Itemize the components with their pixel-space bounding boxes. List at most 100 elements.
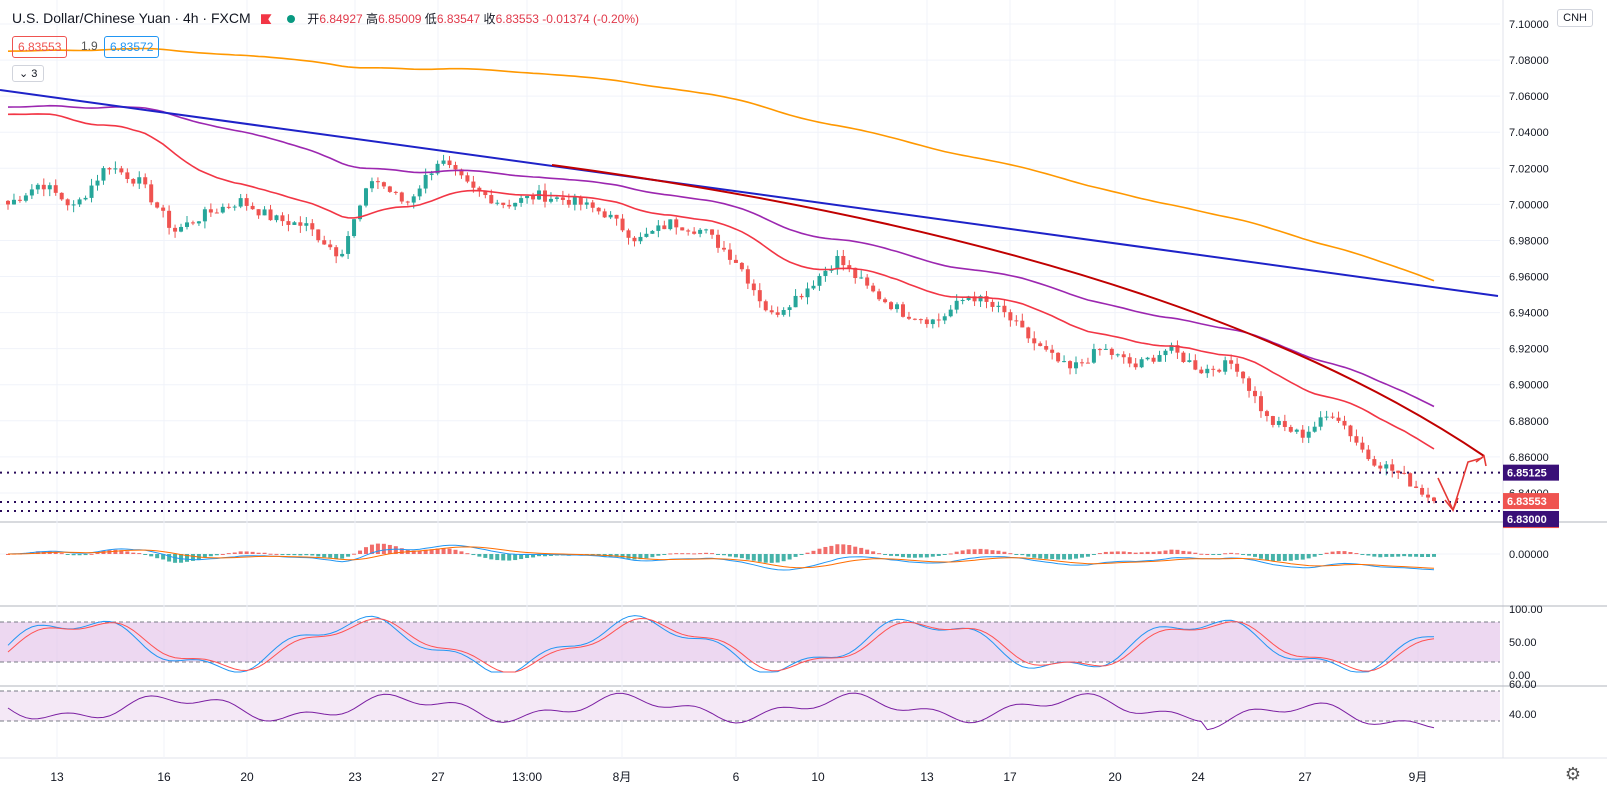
macd-histogram-bar <box>769 554 774 563</box>
flag-icon[interactable] <box>260 14 272 25</box>
candle-body <box>131 178 136 184</box>
gear-icon[interactable]: ⚙ <box>1564 764 1581 784</box>
candle-body <box>1050 349 1055 353</box>
candle-body <box>799 295 804 298</box>
rsi-band <box>0 691 1500 721</box>
candle-body <box>501 202 506 205</box>
candle-body <box>1276 421 1281 425</box>
macd-histogram-bar <box>1187 551 1192 554</box>
candle-body <box>1360 442 1365 450</box>
candle-body <box>1199 369 1204 374</box>
currency-badge[interactable]: CNH <box>1557 9 1593 27</box>
macd-histogram-bar <box>280 554 285 555</box>
candle-body <box>739 262 744 270</box>
candle-body <box>978 296 983 302</box>
time-tick-label: 6 <box>733 770 740 784</box>
candle-body <box>47 185 52 190</box>
macd-histogram-bar <box>900 554 905 558</box>
candle-body <box>1026 327 1031 339</box>
macd-histogram-bar <box>662 554 667 555</box>
candle-body <box>578 196 583 205</box>
macd-histogram-bar <box>656 554 661 556</box>
macd-histogram-bar <box>459 551 464 554</box>
macd-histogram-bar <box>918 554 923 558</box>
arrow-head-up <box>1475 454 1487 467</box>
macd-histogram-bar <box>53 551 58 554</box>
macd-histogram-bar <box>847 545 852 554</box>
macd-histogram-bar <box>1270 554 1275 562</box>
macd-histogram-bar <box>352 553 357 555</box>
macd-histogram-bar <box>119 550 124 554</box>
candle-body <box>1414 486 1419 488</box>
level-bottom-tag: 6.83000 <box>1507 514 1547 526</box>
candle-body <box>23 195 28 201</box>
macd-histogram-bar <box>250 551 255 554</box>
candle-body <box>310 223 315 230</box>
candle-body <box>823 270 828 276</box>
macd-histogram-bar <box>638 554 643 560</box>
macd-histogram-bar <box>1026 554 1031 557</box>
candle-body <box>554 197 559 199</box>
macd-histogram-bar <box>1020 554 1025 556</box>
candle-body <box>173 227 178 232</box>
candle-body <box>662 225 667 230</box>
candle-body <box>393 191 398 193</box>
macd-histogram-bar <box>1050 554 1055 560</box>
candle-body <box>238 198 243 207</box>
macd-histogram-bar <box>220 553 225 555</box>
macd-histogram-bar <box>399 548 404 554</box>
macd-histogram-bar <box>895 554 900 557</box>
macd-histogram-bar <box>1121 551 1126 554</box>
macd-histogram-bar <box>680 553 685 555</box>
candle-body <box>459 169 464 176</box>
macd-histogram-bar <box>208 554 213 557</box>
time-tick-label: 20 <box>1108 770 1122 784</box>
indicators-toggle-button[interactable]: ⌄ 3 <box>12 65 45 82</box>
candle-body <box>1342 420 1347 426</box>
level-bottom-tag-bg <box>1503 510 1559 527</box>
macd-histogram-bar <box>1300 554 1305 560</box>
candle-body <box>602 211 607 218</box>
macd-histogram-bar <box>184 554 189 562</box>
candle-body <box>984 296 989 302</box>
macd-histogram-bar <box>435 548 440 554</box>
macd-histogram-bar <box>1247 554 1252 556</box>
macd-histogram-bar <box>1062 554 1067 560</box>
macd-histogram-bar <box>1312 554 1317 557</box>
candle-body <box>161 207 166 211</box>
candle-body <box>89 185 94 198</box>
candle-body <box>757 290 762 302</box>
macd-histogram-bar <box>1390 554 1395 557</box>
candle-body <box>620 218 625 231</box>
time-tick-label: 20 <box>240 770 254 784</box>
sell-price-button[interactable]: 6.83553 <box>12 36 68 58</box>
symbol-title[interactable]: U.S. Dollar/Chinese Yuan · 4h · FXCM <box>12 10 251 26</box>
macd-histogram-bar <box>1169 549 1174 554</box>
macd-histogram-bar <box>137 553 142 555</box>
macd-histogram-bar <box>1288 554 1293 561</box>
macd-histogram-bar <box>626 554 631 559</box>
candle-body <box>590 202 595 208</box>
candle-body <box>1372 459 1377 466</box>
price-tick-label: 7.06000 <box>1509 91 1549 103</box>
macd-histogram-bar <box>1318 554 1323 555</box>
candle-body <box>1163 350 1168 356</box>
buy-price-button[interactable]: 6.83572 <box>104 36 160 58</box>
time-tick-label: 16 <box>157 770 171 784</box>
macd-histogram-bar <box>960 550 965 554</box>
time-tick-label: 13:00 <box>512 770 542 784</box>
candle-body <box>584 202 589 205</box>
candle-body <box>71 204 76 206</box>
candle-body <box>1020 320 1025 328</box>
macd-histogram-bar <box>1306 554 1311 559</box>
candle-body <box>196 221 201 224</box>
candle-body <box>1396 470 1401 473</box>
macd-histogram-bar <box>942 554 947 555</box>
candle-body <box>1151 357 1156 362</box>
macd-histogram-bar <box>519 554 524 560</box>
candle-body <box>930 319 935 325</box>
candle-body <box>912 318 917 320</box>
macd-histogram-bar <box>841 544 846 554</box>
macd-histogram-bar <box>316 554 321 557</box>
